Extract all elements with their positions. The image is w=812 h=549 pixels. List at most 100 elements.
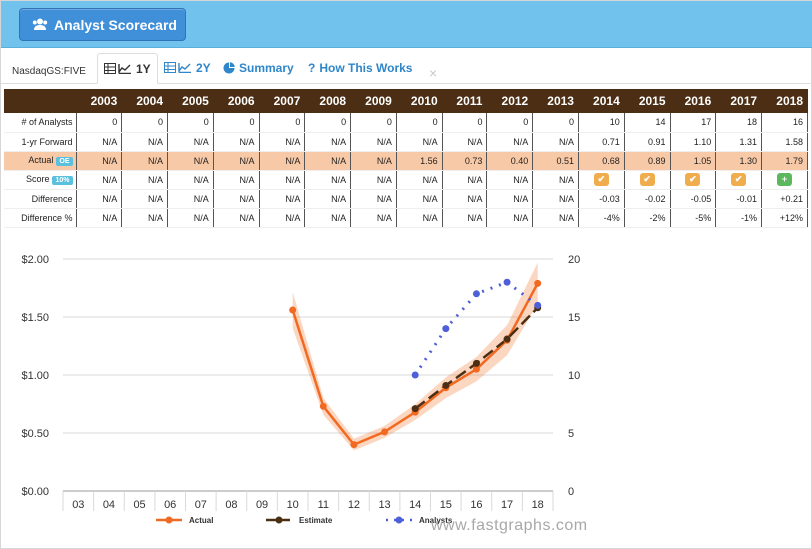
table-chart-icon — [104, 63, 131, 74]
x-tick-label: 05 — [133, 499, 145, 511]
x-tick-label: 17 — [501, 499, 513, 511]
tab-how-this-works[interactable]: ? How This Works — [302, 53, 418, 82]
table-cell: N/A — [213, 151, 260, 171]
table-cell: 1.56 — [396, 151, 443, 171]
legend-marker-actual — [165, 516, 173, 524]
table-row: 1-yr Forward N/A N/A N/A N/A N/A N/A N/A N/A N/A N… — [4, 132, 808, 152]
year-header: 2015 — [624, 89, 671, 113]
year-header: 2010 — [396, 89, 443, 113]
x-tick-label: 04 — [103, 499, 115, 511]
row-badge[interactable]: 10% — [52, 175, 73, 185]
table-cell: N/A — [121, 132, 169, 152]
tab-2y[interactable]: 2Y — [158, 53, 217, 82]
table-cell: N/A — [76, 208, 123, 228]
actual-band — [292, 262, 538, 451]
x-tick-label: 15 — [440, 499, 452, 511]
table-cell: 17 — [670, 113, 717, 133]
table-cell: N/A — [259, 151, 306, 171]
row-badge[interactable]: OE — [56, 156, 73, 166]
table-cell: 1.58 — [761, 132, 808, 152]
row-label: Difference % — [4, 208, 77, 228]
y2-tick-label: 10 — [568, 370, 580, 382]
plus-badge-icon[interactable]: + — [777, 173, 793, 186]
table-cell: N/A — [304, 170, 352, 190]
year-header-row: 2003 2004 2005 2006 2007 2008 2009 2010 2011 2012… — [4, 89, 808, 113]
year-header: 2006 — [213, 89, 260, 113]
table-cell: N/A — [532, 189, 579, 209]
table-cell: N/A — [304, 132, 352, 152]
year-header: 2012 — [486, 89, 534, 113]
table-cell: N/A — [259, 170, 306, 190]
table-cell: N/A — [350, 189, 397, 209]
row-label: Actual OE — [4, 151, 77, 171]
table-row: Score 10% N/A N/A N/A N/A N/A N/A N/A N/A N/A N/A N/… — [4, 170, 808, 190]
table-cell: 0.71 — [578, 132, 625, 152]
analyst-scorecard-button[interactable]: Analyst Scorecard — [19, 8, 186, 41]
tab-1y-label: 1Y — [136, 61, 151, 76]
check-badge-icon[interactable]: ✔ — [685, 173, 701, 186]
legend-marker-estimate — [275, 516, 283, 524]
legend-marker-analysts — [395, 516, 403, 524]
year-header: 2008 — [304, 89, 352, 113]
scorecard-table: 2003 2004 2005 2006 2007 2008 2009 2010 2011 2012… — [4, 89, 808, 228]
table-cell: N/A — [304, 208, 352, 228]
analysts-point — [442, 325, 450, 333]
table-cell: 0 — [259, 113, 306, 133]
table-cell: N/A — [442, 208, 488, 228]
table-cell: N/A — [532, 208, 579, 228]
actual-point — [319, 402, 327, 410]
analysts-point — [503, 278, 511, 286]
analysts-point — [472, 290, 480, 298]
table-cell: 0.68 — [578, 151, 625, 171]
table-cell: N/A — [121, 170, 169, 190]
y2-tick-label: 20 — [568, 254, 580, 266]
tab-how-label: How This Works — [319, 60, 413, 75]
table-cell: N/A — [167, 151, 214, 171]
table-cell: 0.89 — [624, 151, 671, 171]
table-cell: 0.73 — [442, 151, 488, 171]
watermark: www.fastgraphs.com — [431, 517, 588, 534]
estimate-point — [442, 381, 450, 389]
table-cell: N/A — [259, 189, 306, 209]
y-tick-label: $0.50 — [21, 428, 49, 440]
year-header: 2005 — [167, 89, 214, 113]
table-cell: N/A — [396, 189, 443, 209]
y2-tick-label: 5 — [568, 428, 574, 440]
table-cell: N/A — [121, 151, 169, 171]
table-cell: N/A — [486, 189, 534, 209]
y-tick-label: $1.00 — [21, 370, 49, 382]
check-badge-icon[interactable]: ✔ — [639, 173, 655, 186]
x-tick-label: 08 — [225, 499, 237, 511]
table-cell: -1% — [715, 208, 763, 228]
table-cell: N/A — [213, 208, 260, 228]
check-badge-icon[interactable]: ✔ — [731, 173, 747, 186]
row-label: Difference — [4, 189, 77, 209]
close-icon[interactable]: × — [429, 65, 438, 81]
year-header: 2003 — [76, 89, 123, 113]
users-icon — [32, 18, 48, 30]
table-row: Difference N/A N/A N/A N/A N/A N/A N/A N/A N/A N/A… — [4, 189, 808, 209]
analysts-point — [411, 371, 419, 379]
table-cell: 0.51 — [532, 151, 579, 171]
check-badge-icon[interactable]: ✔ — [593, 173, 609, 186]
tab-1y[interactable]: 1Y — [97, 53, 158, 84]
table-cell: N/A — [76, 132, 123, 152]
table-cell: N/A — [213, 170, 260, 190]
score-cell: ✔ — [578, 170, 625, 190]
pie-chart-icon — [223, 61, 235, 73]
table-cell: 0.91 — [624, 132, 671, 152]
table-cell: N/A — [167, 170, 214, 190]
header-bar: Analyst Scorecard — [1, 1, 812, 48]
table-cell: N/A — [396, 132, 443, 152]
row-label-text: Score — [25, 174, 50, 185]
table-cell: 1.10 — [670, 132, 717, 152]
table-cell: 0 — [396, 113, 443, 133]
tab-summary[interactable]: Summary — [217, 53, 300, 82]
score-cell: + — [761, 170, 808, 190]
table-cell: 0 — [304, 113, 352, 133]
year-header: 2011 — [442, 89, 488, 113]
x-tick-label: 18 — [532, 499, 544, 511]
table-cell: N/A — [121, 189, 169, 209]
table-cell: 0 — [213, 113, 260, 133]
ticker-label: NasdaqGS:FIVE — [12, 66, 86, 77]
